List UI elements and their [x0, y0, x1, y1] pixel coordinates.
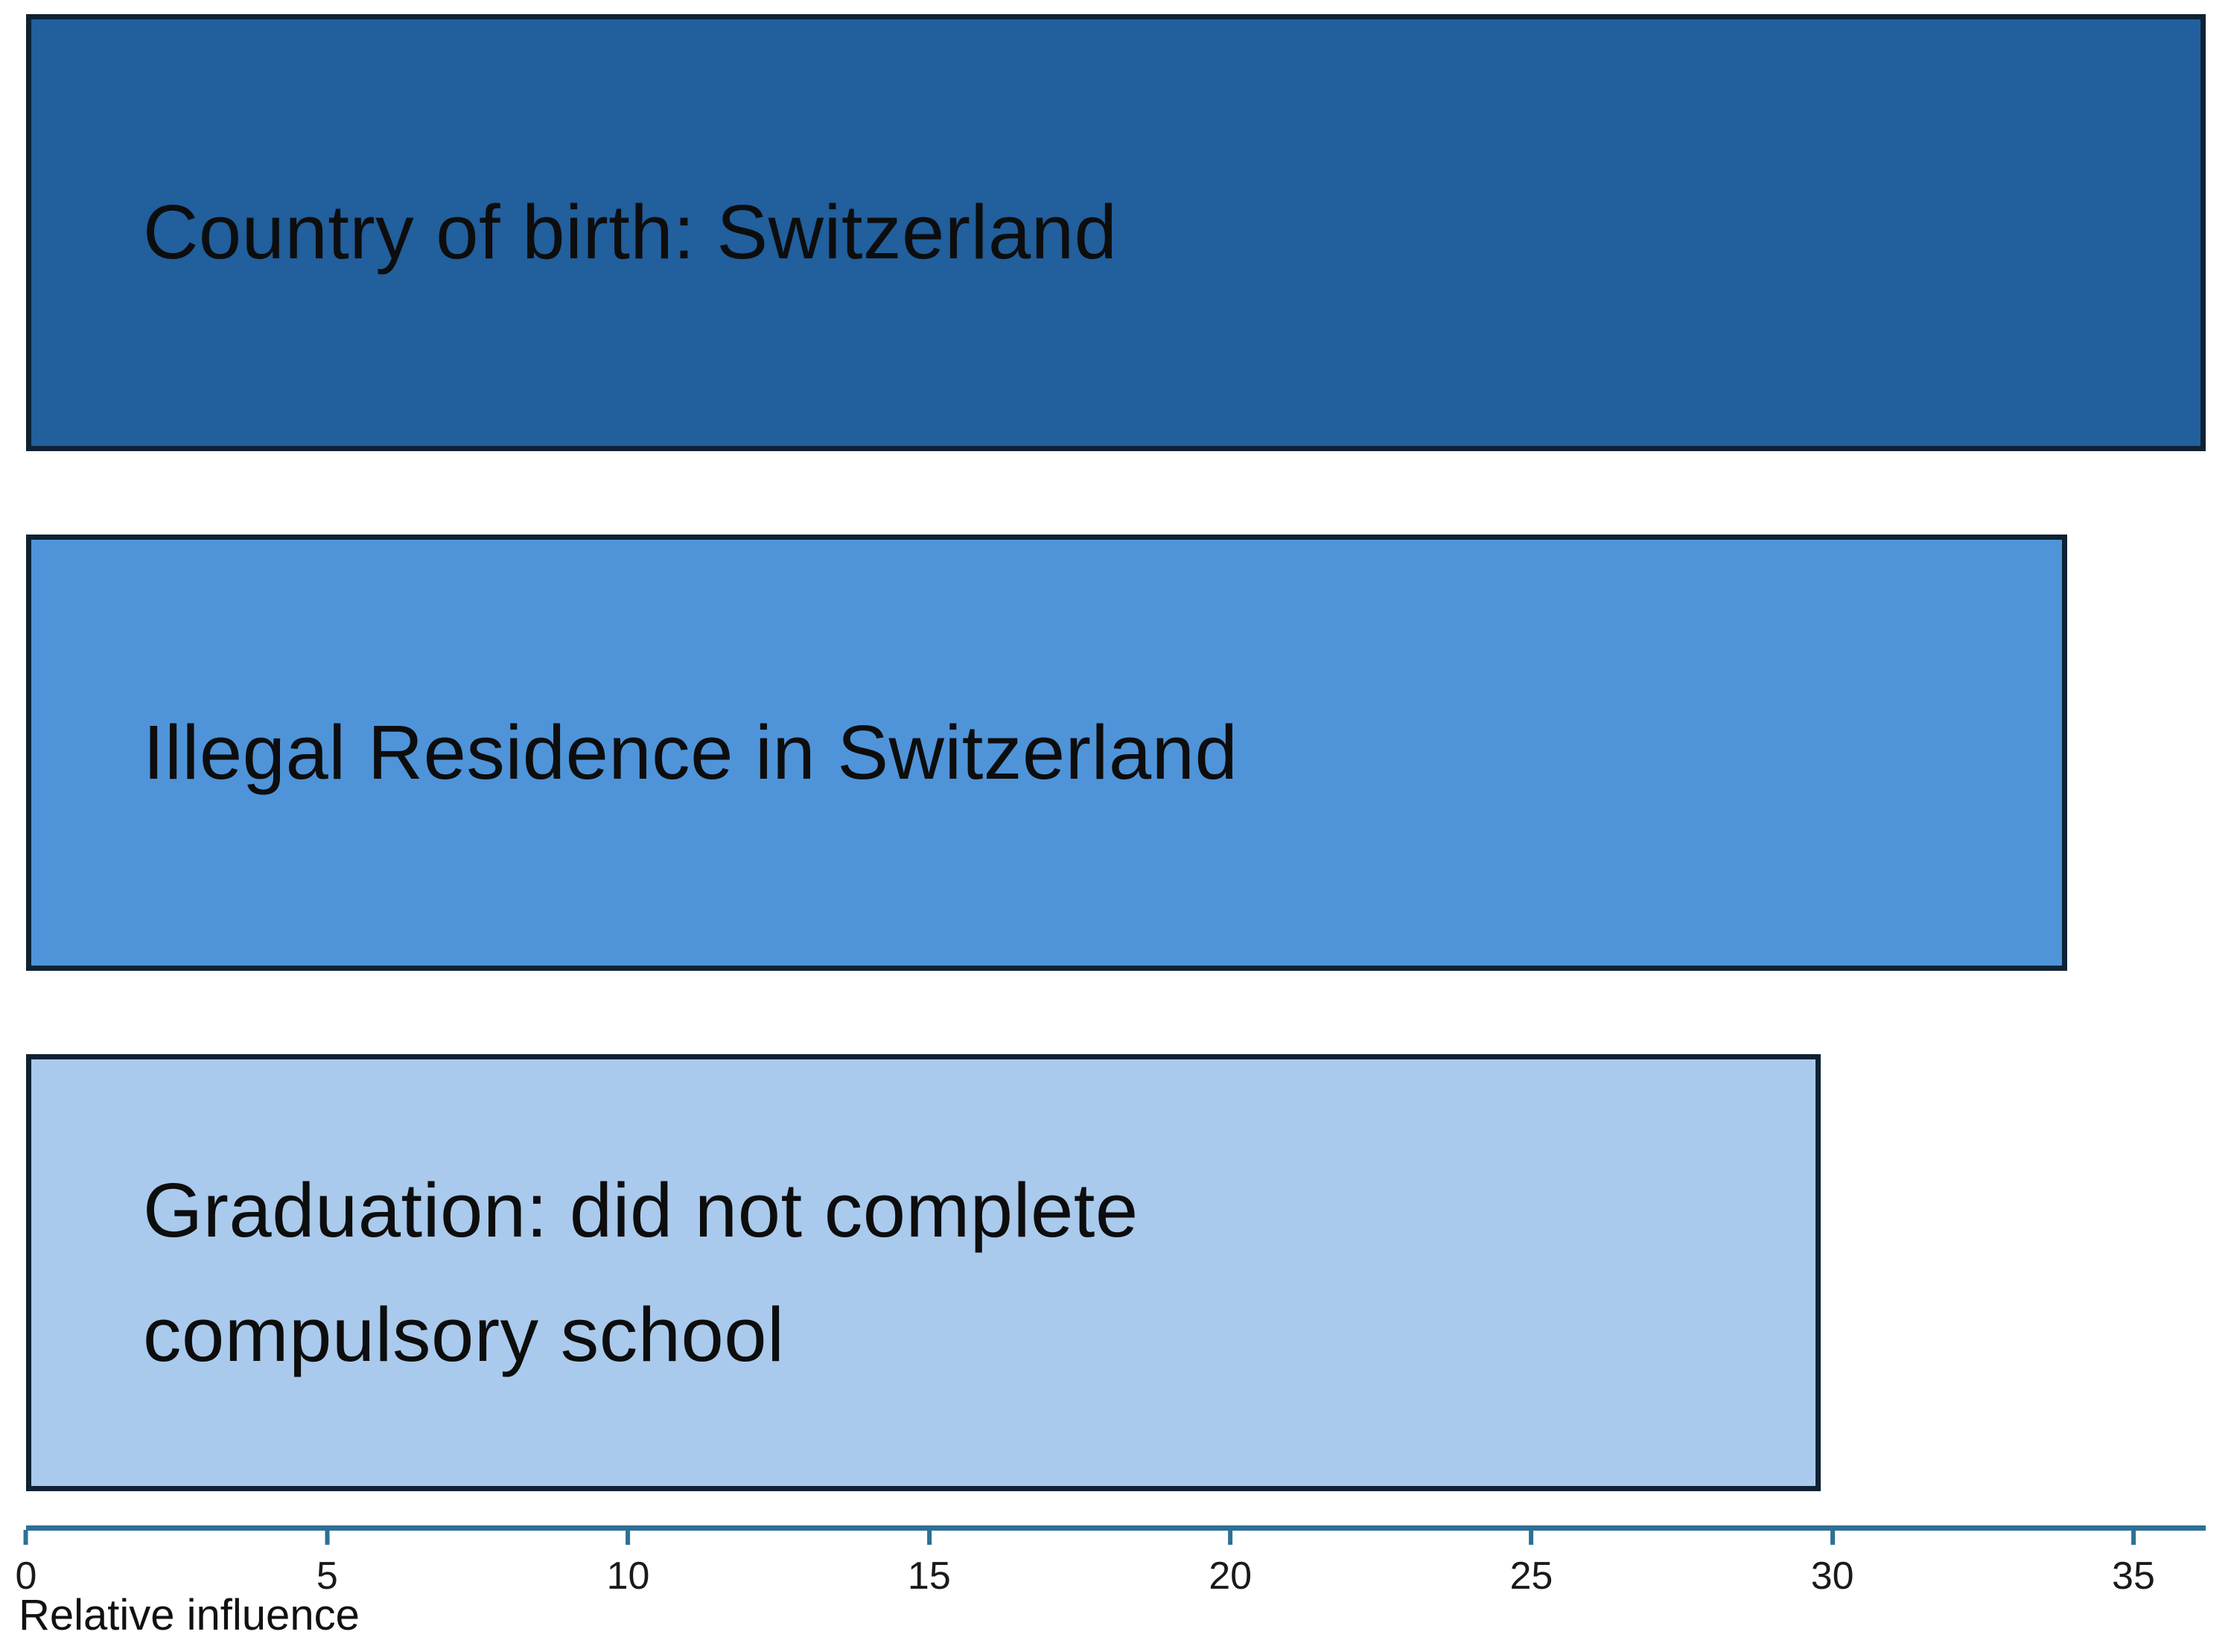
axis-tick: 30 [1811, 1530, 1854, 1598]
x-axis-title: Relative influence [19, 1591, 360, 1639]
axis-tick-mark [626, 1530, 631, 1545]
axis-tick-label: 15 [907, 1554, 951, 1598]
axis-tick: 35 [2112, 1530, 2155, 1598]
axis-tick: 15 [908, 1530, 951, 1598]
axis-tick-label: 20 [1209, 1554, 1253, 1598]
axis-tick-mark [325, 1530, 330, 1545]
bar-label-graduation: Graduation: did not complete compulsory … [143, 1167, 1139, 1377]
axis-tick-mark [23, 1530, 28, 1545]
bar-label-illegal-residence: Illegal Residence in Switzerland [143, 709, 1238, 795]
bar-graduation: Graduation: did not complete compulsory … [26, 1054, 1821, 1492]
axis-tick: 20 [1209, 1530, 1252, 1598]
x-axis-line [26, 1525, 2206, 1531]
axis-tick: 0 [15, 1530, 37, 1598]
axis-tick-mark [2130, 1530, 2136, 1545]
bar-illegal-residence: Illegal Residence in Switzerland [26, 534, 2068, 972]
bar-label-country-of-birth: Country of birth: Switzerland [143, 188, 1118, 275]
plot-area: Country of birth: Switzerland Illegal Re… [16, 11, 2206, 1598]
axis-tick-mark [1228, 1530, 1233, 1545]
axis-tick-mark [1529, 1530, 1534, 1545]
axis-tick-label: 30 [1810, 1554, 1854, 1598]
bar-country-of-birth: Country of birth: Switzerland [26, 14, 2206, 451]
axis-tick: 5 [316, 1530, 338, 1598]
axis-tick-label: 10 [606, 1554, 650, 1598]
axis-tick: 10 [606, 1530, 650, 1598]
axis-tick-label: 25 [1509, 1554, 1553, 1598]
axis-tick-label: 0 [15, 1554, 37, 1598]
axis-tick-mark [1830, 1530, 1835, 1545]
axis-tick: 25 [1509, 1530, 1553, 1598]
axis-tick-label: 5 [316, 1554, 338, 1598]
axis-tick-mark [926, 1530, 932, 1545]
axis-tick-label: 35 [2112, 1554, 2155, 1598]
